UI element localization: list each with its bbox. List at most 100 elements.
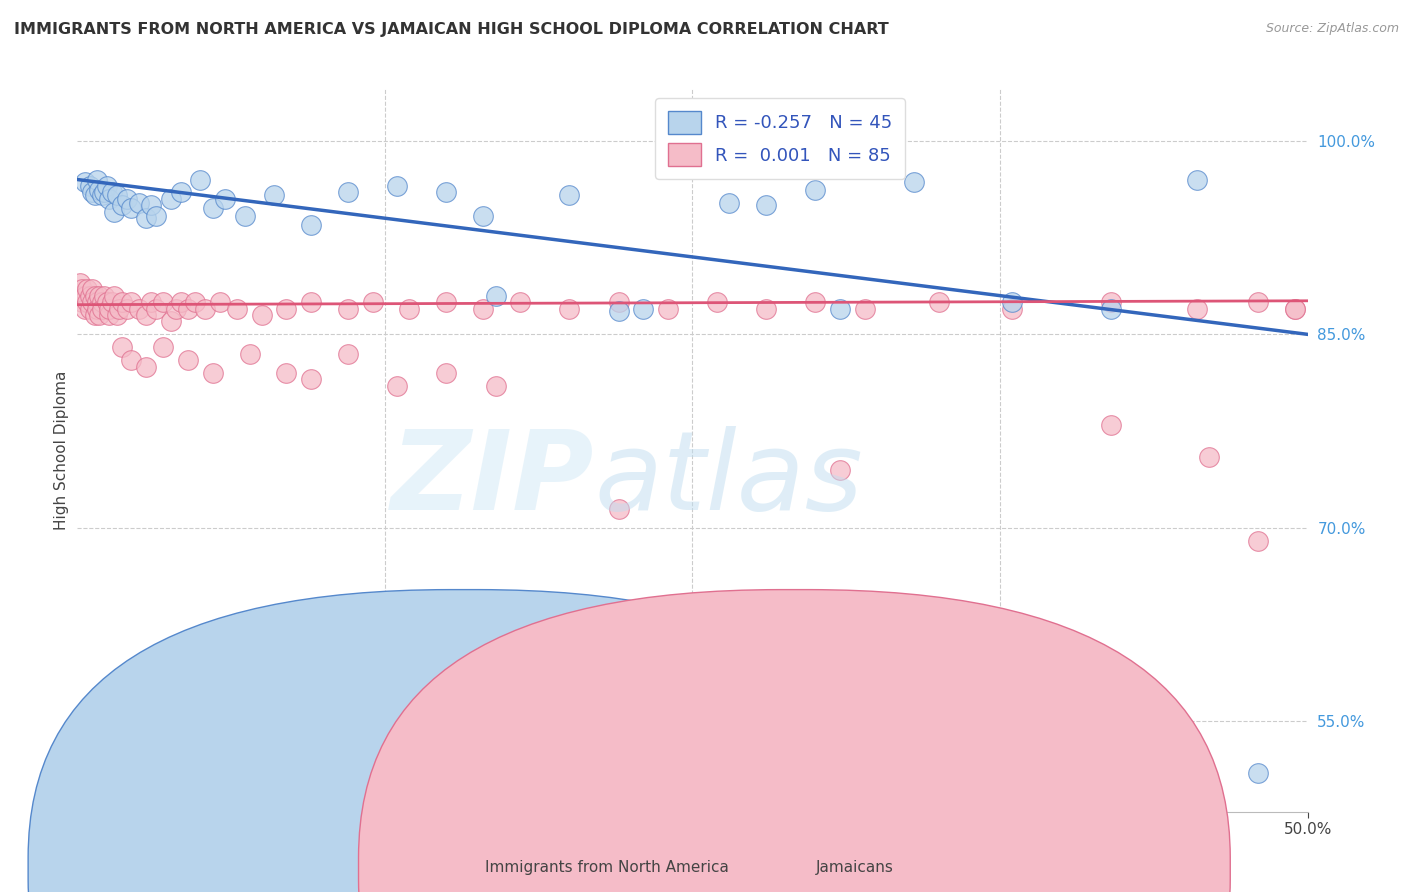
Point bbox=[1247, 295, 1270, 310]
Point bbox=[657, 301, 679, 316]
Point bbox=[194, 301, 217, 316]
Point bbox=[184, 295, 207, 310]
Point bbox=[509, 295, 531, 310]
Point bbox=[398, 301, 420, 316]
Point bbox=[1247, 766, 1270, 780]
Point bbox=[201, 201, 224, 215]
Point bbox=[1284, 301, 1306, 316]
Point bbox=[83, 308, 105, 322]
Text: Jamaicans: Jamaicans bbox=[815, 861, 893, 875]
Point bbox=[299, 372, 322, 386]
Text: Immigrants from North America: Immigrants from North America bbox=[485, 861, 728, 875]
Point bbox=[170, 295, 193, 310]
Point bbox=[1099, 295, 1122, 310]
Text: IMMIGRANTS FROM NORTH AMERICA VS JAMAICAN HIGH SCHOOL DIPLOMA CORRELATION CHART: IMMIGRANTS FROM NORTH AMERICA VS JAMAICA… bbox=[14, 22, 889, 37]
Point bbox=[82, 282, 104, 296]
Point bbox=[209, 295, 232, 310]
Point bbox=[79, 301, 101, 316]
Point bbox=[70, 295, 93, 310]
Point bbox=[73, 175, 96, 189]
Point bbox=[89, 288, 111, 302]
Point bbox=[145, 209, 167, 223]
Point bbox=[79, 178, 101, 193]
Point bbox=[70, 282, 93, 296]
Point bbox=[1001, 301, 1024, 316]
Point bbox=[607, 304, 630, 318]
Text: Source: ZipAtlas.com: Source: ZipAtlas.com bbox=[1265, 22, 1399, 36]
Point bbox=[111, 295, 132, 310]
Point bbox=[226, 301, 249, 316]
Point bbox=[337, 186, 360, 200]
Point bbox=[101, 186, 124, 200]
Point bbox=[472, 301, 495, 316]
Point bbox=[98, 192, 121, 206]
Point bbox=[1185, 172, 1208, 186]
Point bbox=[105, 308, 128, 322]
Point bbox=[436, 295, 458, 310]
Text: ZIP: ZIP bbox=[391, 425, 595, 533]
Point bbox=[239, 347, 262, 361]
Y-axis label: High School Diploma: High School Diploma bbox=[53, 371, 69, 530]
Point bbox=[135, 359, 157, 374]
Point bbox=[86, 295, 108, 310]
Point bbox=[276, 301, 298, 316]
Point bbox=[152, 295, 174, 310]
Point bbox=[607, 295, 630, 310]
Point bbox=[128, 195, 150, 210]
Point bbox=[83, 188, 105, 202]
Point bbox=[152, 340, 174, 354]
Point bbox=[111, 198, 132, 212]
Point bbox=[89, 308, 111, 322]
Point bbox=[1198, 450, 1220, 464]
Point bbox=[79, 288, 101, 302]
Point bbox=[93, 288, 115, 302]
Point bbox=[853, 301, 876, 316]
Point bbox=[128, 301, 150, 316]
Point bbox=[105, 188, 128, 202]
Point bbox=[115, 192, 138, 206]
Point bbox=[76, 282, 98, 296]
Point bbox=[1247, 533, 1270, 548]
Point bbox=[928, 295, 950, 310]
Point bbox=[90, 301, 114, 316]
Point bbox=[485, 288, 508, 302]
Point bbox=[263, 188, 285, 202]
Point bbox=[633, 301, 655, 316]
Point bbox=[276, 366, 298, 380]
Point bbox=[361, 295, 384, 310]
Point bbox=[141, 198, 163, 212]
Point bbox=[718, 195, 741, 210]
Point bbox=[558, 301, 581, 316]
Point bbox=[145, 301, 167, 316]
Point bbox=[82, 186, 104, 200]
Point bbox=[101, 295, 124, 310]
Point bbox=[89, 183, 111, 197]
Point bbox=[607, 501, 630, 516]
Point bbox=[90, 295, 114, 310]
Point bbox=[98, 301, 121, 316]
Point bbox=[69, 288, 91, 302]
Point bbox=[103, 288, 125, 302]
Point bbox=[121, 295, 143, 310]
Point bbox=[141, 295, 163, 310]
Point bbox=[337, 301, 360, 316]
Point bbox=[76, 295, 98, 310]
Point bbox=[558, 188, 581, 202]
Point bbox=[755, 301, 778, 316]
Point bbox=[165, 301, 187, 316]
Point bbox=[177, 353, 200, 368]
Point bbox=[86, 172, 108, 186]
Point bbox=[387, 178, 409, 193]
Point bbox=[170, 186, 193, 200]
Point bbox=[73, 301, 96, 316]
Text: atlas: atlas bbox=[595, 425, 863, 533]
Point bbox=[160, 192, 183, 206]
Point bbox=[387, 379, 409, 393]
Point bbox=[82, 295, 104, 310]
Point bbox=[135, 308, 157, 322]
Point bbox=[706, 295, 728, 310]
Point bbox=[755, 198, 778, 212]
Point bbox=[250, 308, 273, 322]
Point bbox=[1185, 301, 1208, 316]
Point bbox=[804, 183, 827, 197]
